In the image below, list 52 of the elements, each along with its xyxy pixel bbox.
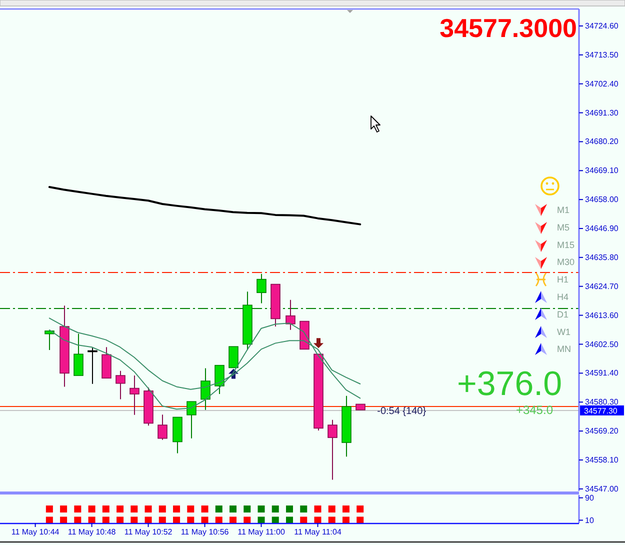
y-tick-label: 34591.40: [585, 368, 619, 378]
x-tick-label: 11 May 11:04: [294, 528, 342, 537]
annotation: MN: [557, 344, 571, 354]
annotation: +345.0: [516, 403, 554, 417]
annotation: M15: [557, 240, 575, 250]
y-tick-label: 34602.50: [585, 340, 619, 349]
annotation: M1: [557, 205, 570, 215]
candlestick: [158, 414, 168, 440]
x-tick-label: 11 May 11:00: [238, 528, 286, 537]
x-tick-label: 11 May 10:48: [68, 528, 116, 537]
y-tick-label: 34702.40: [585, 79, 619, 88]
y-tick-label: 34724.60: [585, 22, 619, 31]
y-tick-label: 34580.30: [585, 398, 619, 407]
line-series: [48, 186, 362, 226]
y-tick-label: 34646.90: [585, 224, 619, 234]
candlestick: [228, 346, 238, 368]
y-tick-label: 10: [585, 516, 594, 525]
candlestick: [74, 333, 84, 376]
candlestick: [256, 273, 266, 304]
y-tick-label: 34547.00: [585, 484, 619, 494]
annotation: 34577.3000: [440, 13, 577, 43]
x-tick-label: 11 May 10:44: [11, 528, 60, 537]
candlestick: [214, 364, 224, 395]
annotation: M30: [557, 257, 575, 268]
y-tick-label: 34624.70: [585, 282, 619, 291]
ref-line-label: 34577.30: [584, 406, 618, 416]
annotation: M5: [557, 222, 570, 232]
candlestick: [130, 375, 140, 416]
y-tick-label: 34569.20: [585, 426, 619, 436]
y-tick-label: 34613.60: [585, 310, 619, 320]
y-tick-label: 34691.30: [585, 108, 619, 118]
y-tick-label: 34713.50: [585, 50, 619, 60]
y-tick-label: 34680.20: [585, 137, 619, 146]
y-tick-label: 90: [585, 493, 594, 502]
annotation: +376.0: [457, 365, 562, 403]
y-tick-label: 34558.10: [585, 456, 619, 465]
candlestick: [200, 368, 210, 410]
y-tick-label: 34635.80: [585, 252, 619, 262]
x-tick-label: 11 May 10:52: [124, 528, 173, 537]
annotation: H4: [557, 292, 569, 302]
candlestick: [102, 346, 112, 379]
candlestick: [328, 419, 338, 480]
candlestick: [286, 299, 296, 330]
candlestick: [116, 370, 126, 400]
annotation: H1: [557, 274, 569, 285]
candlestick: [186, 401, 196, 439]
annotation: -0:54 {140}: [377, 406, 427, 417]
annotation: W1: [557, 326, 570, 337]
x-tick-label: 11 May 10:56: [180, 528, 230, 537]
annotation: D1: [557, 309, 569, 320]
y-tick-label: 34669.10: [585, 166, 619, 176]
y-tick-label: 34658.00: [585, 195, 619, 204]
